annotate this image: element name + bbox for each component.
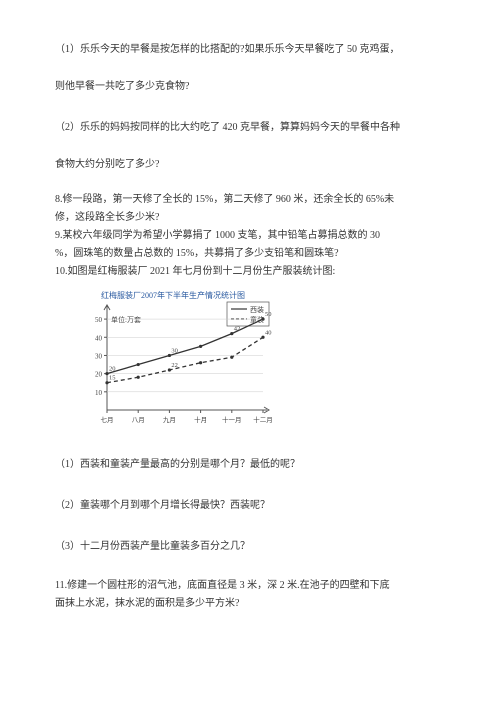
svg-text:40: 40 [265, 329, 272, 336]
svg-text:十二月: 十二月 [253, 415, 273, 424]
svg-text:单位:万套: 单位:万套 [111, 315, 141, 324]
q7-part1-line1: （1）乐乐今天的早餐是按怎样的比搭配的?如果乐乐今天早餐吃了 50 克鸡蛋， [55, 40, 445, 59]
q10-sub3: （3）十二月份西装产量比童装多百分之几？ [55, 537, 445, 556]
q10-sub2: （2）童装哪个月到哪个月增长得最快？西装呢？ [55, 496, 445, 515]
svg-text:42: 42 [234, 326, 241, 333]
q7-part2-line1: （2）乐乐的妈妈按同样的比大约吃了 420 克早餐，算算妈妈今天的早餐中各种 [55, 118, 445, 137]
svg-text:30: 30 [95, 352, 103, 360]
svg-text:20: 20 [95, 371, 103, 379]
svg-text:九月: 九月 [163, 415, 176, 424]
svg-text:50: 50 [95, 316, 103, 324]
svg-text:30: 30 [171, 347, 178, 354]
q9-line2: %，圆珠笔的数量占总数的 15%，共募捐了多少支铅笔和圆珠笔? [55, 246, 445, 262]
page: （1）乐乐今天的早餐是按怎样的比搭配的?如果乐乐今天早餐吃了 50 克鸡蛋， 则… [0, 0, 500, 707]
q11-line2: 面抹上水泥，抹水泥的面积是多少平方米? [55, 596, 445, 612]
svg-text:西装: 西装 [250, 305, 264, 314]
q8-line2: 修，这段路全长多少米? [55, 210, 445, 226]
q10-intro: 10.如图是红梅服装厂 2021 年七月份到十二月份生产服装统计图: [55, 264, 445, 280]
svg-text:40: 40 [95, 334, 103, 342]
svg-text:15: 15 [109, 375, 116, 382]
svg-text:20: 20 [109, 366, 116, 373]
svg-text:十月: 十月 [194, 415, 207, 424]
svg-text:八月: 八月 [132, 416, 145, 424]
q11-line1: 11.修建一个圆柱形的沼气池，底面直径是 3 米，深 2 米.在池子的四壁和下底 [55, 578, 445, 594]
q7-part2-line2: 食物大约分别吃了多少? [55, 155, 445, 174]
svg-text:红梅服装厂2007年下半年生产情况统计图: 红梅服装厂2007年下半年生产情况统计图 [101, 290, 245, 300]
svg-text:十一月: 十一月 [222, 415, 242, 424]
q7-part1-line2: 则他早餐一共吃了多少克食物? [55, 77, 445, 96]
svg-text:10: 10 [95, 389, 103, 397]
q8-line1: 8.修一段路，第一天修了全长的 15%，第二天修了 960 米，还余全长的 65… [55, 192, 445, 208]
svg-text:22: 22 [171, 362, 178, 369]
svg-text:七月: 七月 [101, 415, 114, 424]
svg-text:50: 50 [265, 311, 272, 318]
line-chart: 红梅服装厂2007年下半年生产情况统计图西装童装单位:万套1020304050七… [73, 288, 273, 438]
q10-sub1: （1）西装和童装产量最高的分别是哪个月？最低的呢？ [55, 455, 445, 474]
chart-container: 红梅服装厂2007年下半年生产情况统计图西装童装单位:万套1020304050七… [73, 288, 445, 445]
q9-line1: 9.某校六年级同学为希望小学募捐了 1000 支笔，其中铅笔占募捐总数的 30 [55, 228, 445, 244]
